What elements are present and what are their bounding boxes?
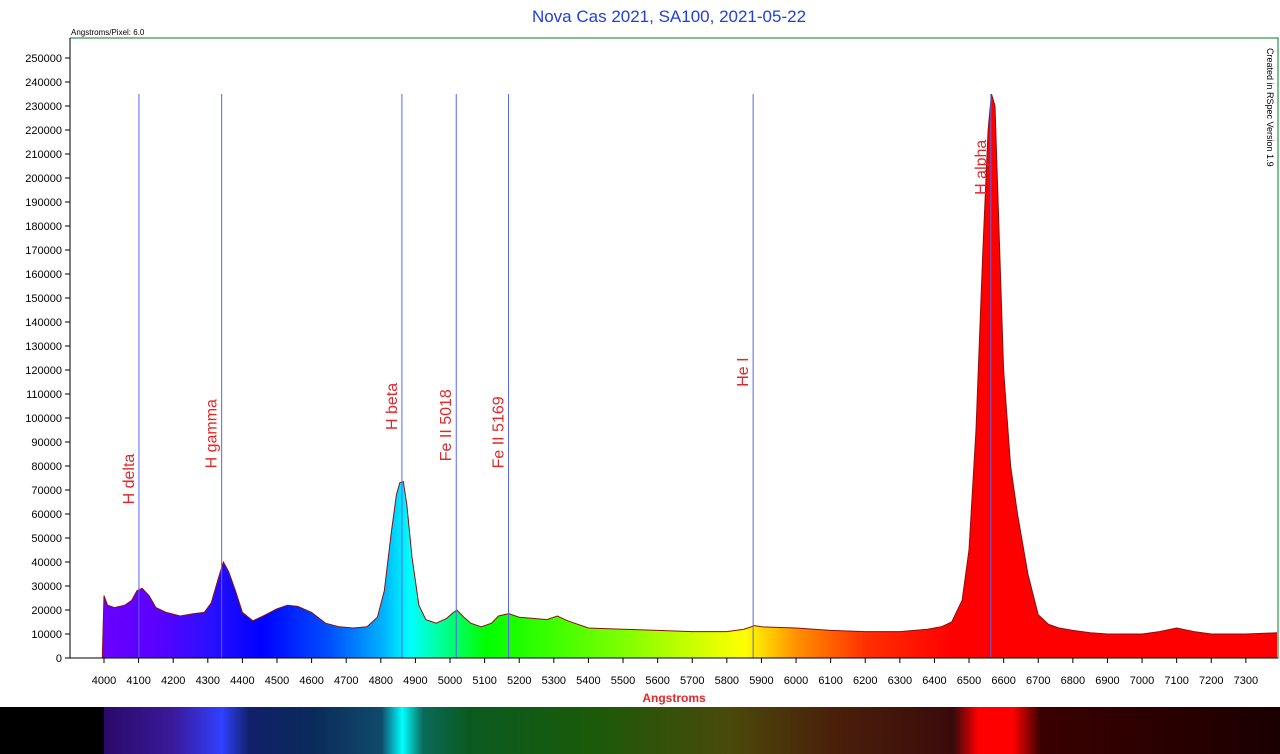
spectrum-strip (0, 707, 1280, 754)
y-tick-label: 70000 (31, 485, 62, 497)
y-tick-label: 30000 (31, 581, 62, 593)
y-tick-label: 90000 (31, 437, 62, 449)
y-axis-ticks: 0 10000 20000 30000 40000 50000 60000 70000 8000… (25, 53, 70, 665)
x-tick-label: 5900 (749, 675, 773, 687)
y-tick-label: 80000 (31, 461, 62, 473)
x-tick-label: 5700 (680, 675, 704, 687)
identification-lines (138, 94, 992, 658)
spectrum-area (101, 93, 1278, 658)
x-tick-label: 4500 (265, 675, 289, 687)
line-label: H delta (121, 454, 138, 505)
y-tick-label: 110000 (26, 389, 62, 401)
line-label: Fe II 5018 (438, 389, 455, 461)
line-label: H alpha (973, 140, 990, 195)
x-tick-label: 4800 (369, 675, 393, 687)
y-tick-label: 170000 (25, 245, 62, 257)
x-tick-label: 5300 (542, 675, 566, 687)
line-label: H gamma (204, 399, 221, 468)
y-tick-label: 10000 (31, 629, 62, 641)
angstroms-per-pixel-label: Angstroms/Pixel: 6.0 (71, 28, 145, 37)
x-tick-label: 5000 (438, 675, 462, 687)
x-tick-label: 6500 (957, 675, 981, 687)
y-tick-label: 250000 (25, 53, 62, 65)
y-tick-label: 0 (56, 653, 62, 665)
x-tick-label: 5200 (507, 675, 531, 687)
x-tick-label: 7100 (1164, 675, 1188, 687)
x-tick-label: 6700 (1026, 675, 1050, 687)
y-tick-label: 150000 (25, 293, 62, 305)
x-tick-label: 5600 (645, 675, 669, 687)
y-tick-label: 60000 (31, 509, 62, 521)
x-tick-label: 7300 (1234, 675, 1258, 687)
x-tick-label: 7000 (1130, 675, 1154, 687)
spectrum-fill (102, 94, 1277, 658)
spectrum-outline (101, 93, 1278, 658)
y-tick-label: 130000 (25, 341, 62, 353)
y-tick-label: 140000 (25, 317, 62, 329)
x-tick-label: 4100 (126, 675, 150, 687)
line-label: H beta (384, 383, 401, 430)
y-tick-label: 180000 (25, 221, 62, 233)
x-tick-label: 5400 (576, 675, 600, 687)
x-tick-label: 4400 (230, 675, 254, 687)
x-tick-label: 5100 (472, 675, 496, 687)
x-tick-label: 5500 (611, 675, 635, 687)
identification-labels: H delta H gamma H beta Fe II 5018 Fe II 5169… (121, 140, 990, 505)
x-tick-label: 4700 (334, 675, 358, 687)
plot-frame (69, 37, 1279, 659)
y-tick-label: 240000 (25, 77, 62, 89)
x-tick-label: 6300 (888, 675, 912, 687)
x-axis-title: Angstroms (642, 691, 706, 705)
y-tick-label: 200000 (25, 173, 62, 185)
y-tick-label: 210000 (25, 149, 62, 161)
y-tick-label: 120000 (25, 365, 62, 377)
y-tick-label: 220000 (25, 125, 62, 137)
y-tick-label: 100000 (25, 413, 62, 425)
y-tick-label: 50000 (31, 533, 62, 545)
line-label: He I (735, 357, 752, 386)
x-tick-label: 5800 (715, 675, 739, 687)
x-tick-label: 4000 (92, 675, 116, 687)
x-tick-label: 6200 (853, 675, 877, 687)
chart-title: Nova Cas 2021, SA100, 2021-05-22 (532, 7, 806, 26)
line-label: Fe II 5169 (490, 396, 507, 468)
x-tick-label: 6800 (1061, 675, 1085, 687)
x-axis-ticks: 4000 4100 4200 4300 4400 4500 4600 4700 4800 4900… (92, 658, 1258, 687)
rspec-watermark: Created in RSpec Version 1.9 (1265, 48, 1275, 167)
x-tick-label: 4900 (403, 675, 427, 687)
y-tick-label: 160000 (25, 269, 62, 281)
x-tick-label: 6000 (784, 675, 808, 687)
y-tick-label: 230000 (25, 101, 62, 113)
x-tick-label: 6600 (991, 675, 1015, 687)
x-tick-label: 4600 (299, 675, 323, 687)
x-tick-label: 4300 (196, 675, 220, 687)
x-tick-label: 6400 (922, 675, 946, 687)
x-tick-label: 4200 (161, 675, 185, 687)
spectrum-strip-color (104, 707, 1280, 754)
x-tick-label: 6900 (1095, 675, 1119, 687)
y-tick-label: 20000 (31, 605, 62, 617)
x-tick-label: 6100 (818, 675, 842, 687)
y-tick-label: 190000 (25, 197, 62, 209)
x-tick-label: 7200 (1199, 675, 1223, 687)
y-tick-label: 40000 (31, 557, 62, 569)
axes (69, 38, 1278, 659)
